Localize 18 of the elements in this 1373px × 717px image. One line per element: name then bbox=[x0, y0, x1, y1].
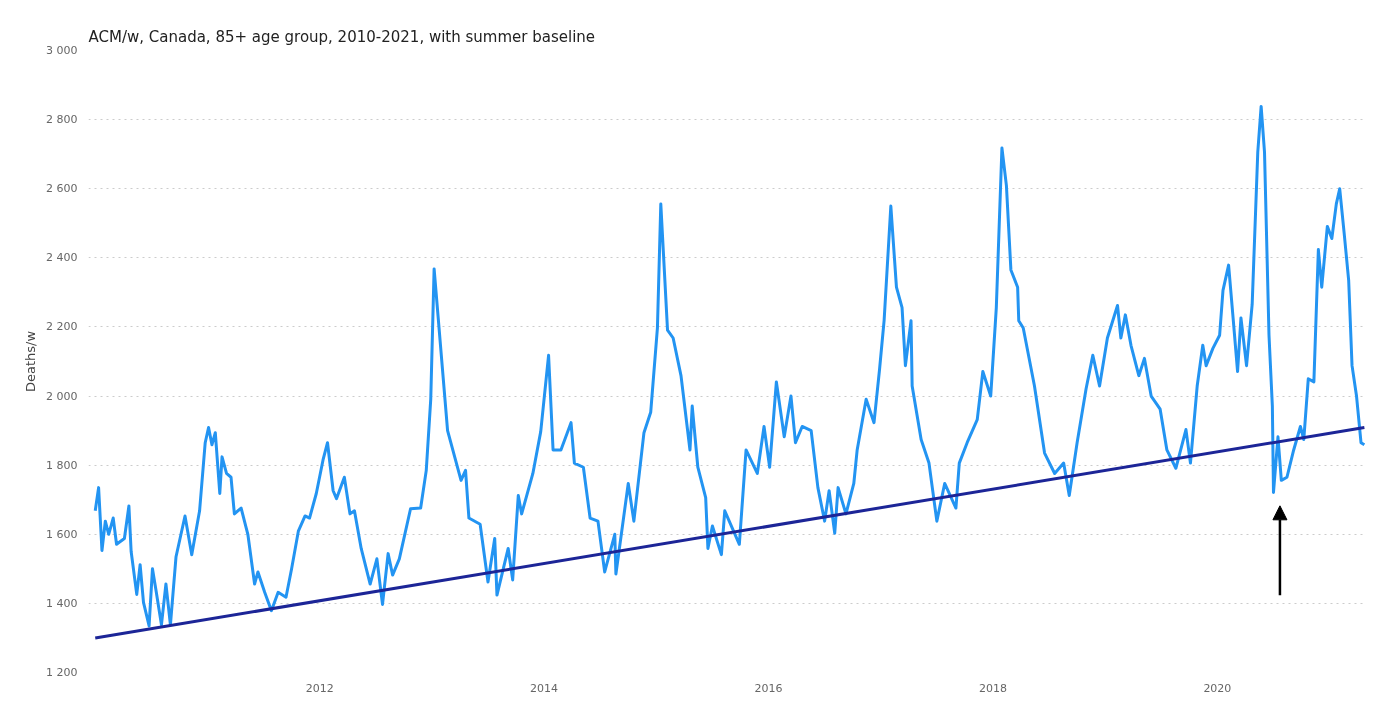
y-tick-label: 2 000 bbox=[46, 389, 78, 403]
y-tick-label: 2 800 bbox=[46, 113, 78, 127]
x-tick-label: 2016 bbox=[754, 681, 783, 695]
y-tick-label: 1 400 bbox=[46, 596, 78, 610]
y-tick-label: 1 600 bbox=[46, 527, 78, 541]
y-tick-label: 3 000 bbox=[46, 44, 78, 57]
y-tick-label: 2 400 bbox=[46, 251, 78, 265]
chart-title: ACM/w, Canada, 85+ age group, 2010-2021, with summer baseline bbox=[88, 27, 596, 46]
x-tick-label: 2012 bbox=[305, 681, 334, 695]
y-tick-label: 1 800 bbox=[46, 458, 78, 472]
y-axis-title: Deaths/w bbox=[23, 330, 39, 393]
y-tick-label: 1 200 bbox=[46, 666, 78, 679]
x-tick-label: 2020 bbox=[1203, 681, 1232, 695]
x-tick-label: 2018 bbox=[978, 681, 1007, 695]
y-tick-label: 2 200 bbox=[46, 320, 78, 334]
y-tick-label: 2 600 bbox=[46, 182, 78, 196]
x-tick-label: 2014 bbox=[530, 681, 559, 695]
line-series bbox=[93, 104, 1366, 628]
